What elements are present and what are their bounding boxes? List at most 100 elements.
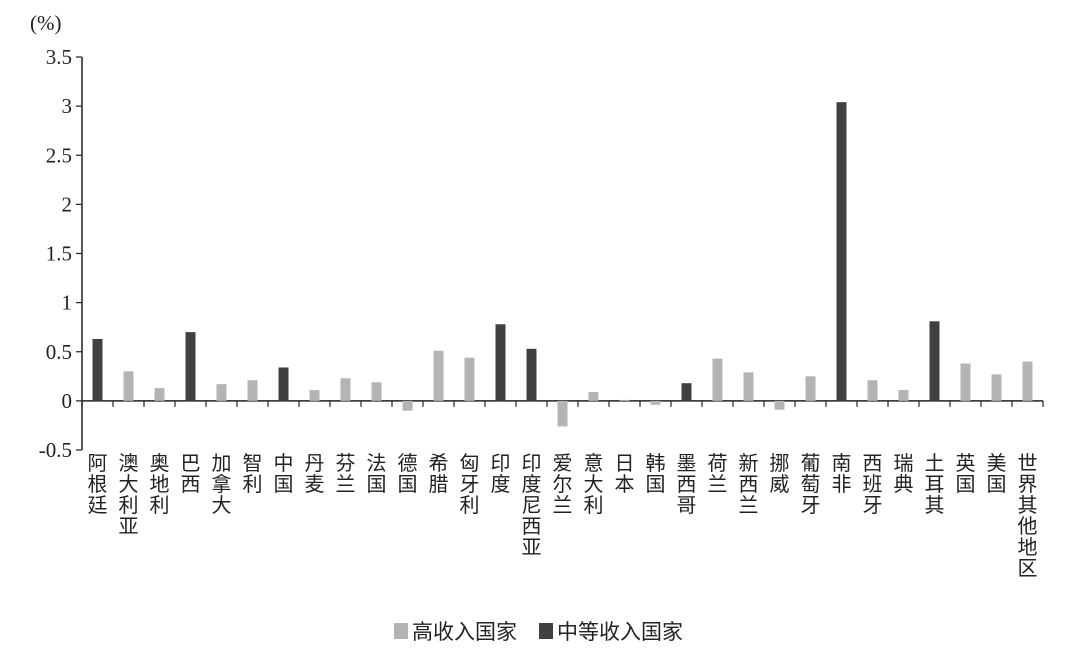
bar-新西兰 [743, 372, 754, 401]
bars [92, 102, 1033, 427]
bar-韩国 [650, 400, 661, 405]
category-label-char: 英 [956, 451, 976, 475]
bar-世界其他地区 [1022, 361, 1033, 401]
bar-丹麦 [309, 390, 320, 401]
bar-芬兰 [340, 378, 351, 401]
y-tick-label: -0.5 [39, 438, 72, 462]
category-label: 美国 [987, 451, 1007, 496]
category-label-char: 美 [987, 451, 1007, 475]
category-label-char: 印 [522, 451, 542, 475]
bar-挪威 [774, 400, 785, 410]
category-label-char: 哥 [677, 493, 697, 517]
category-label-char: 腊 [429, 472, 449, 496]
category-label: 巴西 [181, 451, 201, 496]
category-label: 希腊 [429, 451, 449, 496]
category-label-char: 牙 [460, 472, 480, 496]
category-label-char: 班 [863, 472, 883, 496]
y-tick-label: 2.5 [46, 143, 72, 167]
category-label-char: 度 [522, 472, 542, 496]
category-label: 荷兰 [708, 451, 728, 496]
category-label-char: 荷 [708, 451, 728, 475]
legend-item-middle: 中等收入国家 [539, 620, 683, 644]
bar-葡萄牙 [805, 376, 816, 401]
category-label-char: 威 [770, 472, 790, 496]
bar-南非 [836, 102, 847, 401]
category-label: 法国 [367, 451, 387, 496]
bar-匈牙利 [464, 357, 475, 401]
category-label: 葡萄牙 [801, 451, 821, 517]
category-label-char: 西 [522, 514, 542, 538]
y-tick-label: 2 [62, 192, 73, 216]
bar-澳大利亚 [123, 371, 134, 401]
category-label-char: 廷 [88, 493, 108, 517]
legend: 高收入国家 中等收入国家 [394, 620, 683, 644]
category-label-char: 利 [150, 493, 170, 517]
category-label: 芬兰 [336, 451, 356, 496]
legend-label: 中等收入国家 [557, 620, 683, 644]
category-label-char: 大 [212, 493, 232, 517]
category-label-char: 国 [646, 472, 666, 496]
y-tick-label: 1 [62, 291, 73, 315]
category-label-char: 国 [367, 472, 387, 496]
category-label-char: 国 [956, 472, 976, 496]
category-label: 墨西哥 [677, 451, 697, 517]
category-label-char: 日 [615, 451, 635, 475]
category-label-char: 尼 [522, 493, 542, 517]
category-label-char: 亚 [119, 514, 139, 538]
y-unit-label: (%) [30, 11, 61, 35]
category-label-char: 丹 [305, 451, 325, 475]
category-label: 日本 [615, 451, 635, 496]
category-label-char: 兰 [553, 493, 573, 517]
category-label-char: 麦 [305, 472, 325, 496]
category-label-char: 其 [925, 493, 945, 517]
bar-中国 [278, 367, 289, 401]
category-label: 中国 [274, 451, 294, 496]
category-label-char: 亚 [522, 535, 542, 559]
category-label-char: 巴 [181, 451, 201, 475]
category-label: 爱尔兰 [553, 451, 573, 517]
category-label-char: 智 [243, 451, 263, 475]
category-label-char: 希 [429, 451, 449, 475]
category-label-char: 西 [739, 472, 759, 496]
category-label-char: 区 [1018, 556, 1038, 580]
category-label-char: 尔 [553, 472, 573, 496]
category-label-char: 挪 [770, 451, 790, 475]
bar-土耳其 [929, 321, 940, 401]
category-label-char: 瑞 [894, 451, 914, 475]
bar-希腊 [433, 350, 444, 401]
y-tick-label: 0 [62, 389, 73, 413]
category-label-char: 土 [925, 451, 945, 475]
category-label-char: 西 [677, 472, 697, 496]
category-label-char: 南 [832, 451, 852, 475]
category-label: 意大利 [584, 451, 604, 517]
category-label: 土耳其 [925, 451, 945, 517]
category-label: 智利 [243, 451, 263, 496]
category-label-char: 拿 [212, 472, 232, 496]
category-label: 丹麦 [305, 451, 325, 496]
category-label-char: 新 [739, 451, 759, 475]
bar-意大利 [588, 392, 599, 401]
category-label: 德国 [398, 451, 418, 496]
category-label-char: 利 [243, 472, 263, 496]
category-label-char: 葡 [801, 451, 821, 475]
category-label-char: 非 [832, 472, 852, 496]
category-label-char: 匈 [460, 451, 480, 475]
category-label: 加拿大 [212, 451, 232, 517]
bar-印度尼西亚 [526, 348, 537, 401]
bar-墨西哥 [681, 383, 692, 401]
y-tick-label: 3.5 [46, 45, 72, 69]
bar-爱尔兰 [557, 400, 568, 427]
category-label-char: 世 [1018, 451, 1038, 475]
category-label-char: 国 [274, 472, 294, 496]
category-label-char: 他 [1018, 514, 1038, 538]
category-label: 瑞典 [894, 451, 914, 496]
bar-加拿大 [216, 384, 227, 401]
category-label-char: 大 [119, 472, 139, 496]
bar-日本 [619, 399, 630, 401]
category-label-char: 大 [584, 472, 604, 496]
category-label: 阿根廷 [88, 451, 108, 517]
category-label-char: 德 [398, 451, 418, 475]
category-label-char: 阿 [88, 451, 108, 475]
